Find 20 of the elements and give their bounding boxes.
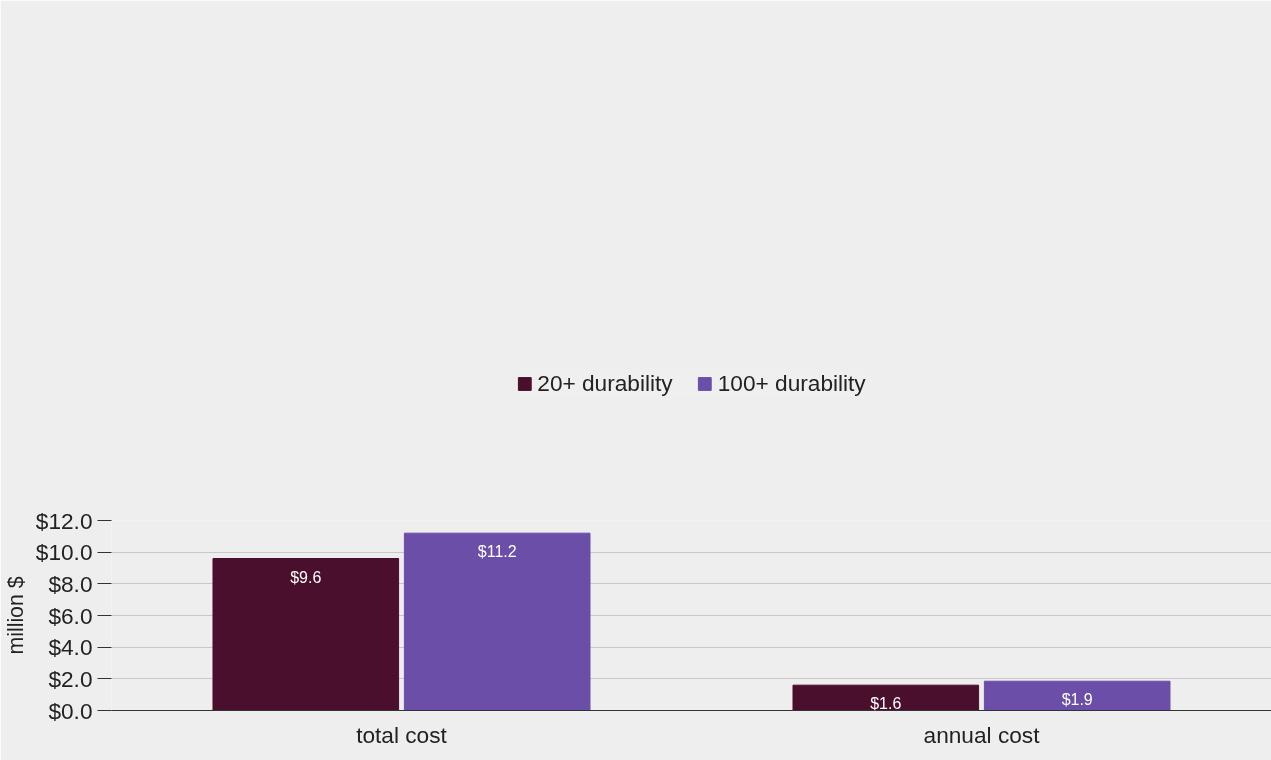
x-tick-label: total cost [356,721,448,748]
y-tick-label: $10.0 [35,539,93,566]
y-tick-label: $2.0 [48,665,93,692]
y-tick-label: $6.0 [48,602,93,629]
bar [212,558,400,711]
bar [983,680,1171,711]
x-tick-label: annual cost [923,721,1041,748]
data-label: $9.6 [290,568,322,586]
data-label: $1.9 [1061,691,1093,709]
data-label: $11.2 [477,543,517,561]
y-axis-title: million $ [3,576,28,655]
y-tick-label: $12.0 [35,507,93,534]
bar [792,684,980,711]
y-tick-label: $0.0 [48,697,93,724]
bar [403,532,591,711]
legend-label: 100+ durability [717,369,866,397]
legend-label: 20+ durability [537,369,673,397]
data-label: $1.6 [870,695,902,713]
y-tick-label: $8.0 [48,570,93,597]
y-tick-label: $4.0 [48,634,93,661]
